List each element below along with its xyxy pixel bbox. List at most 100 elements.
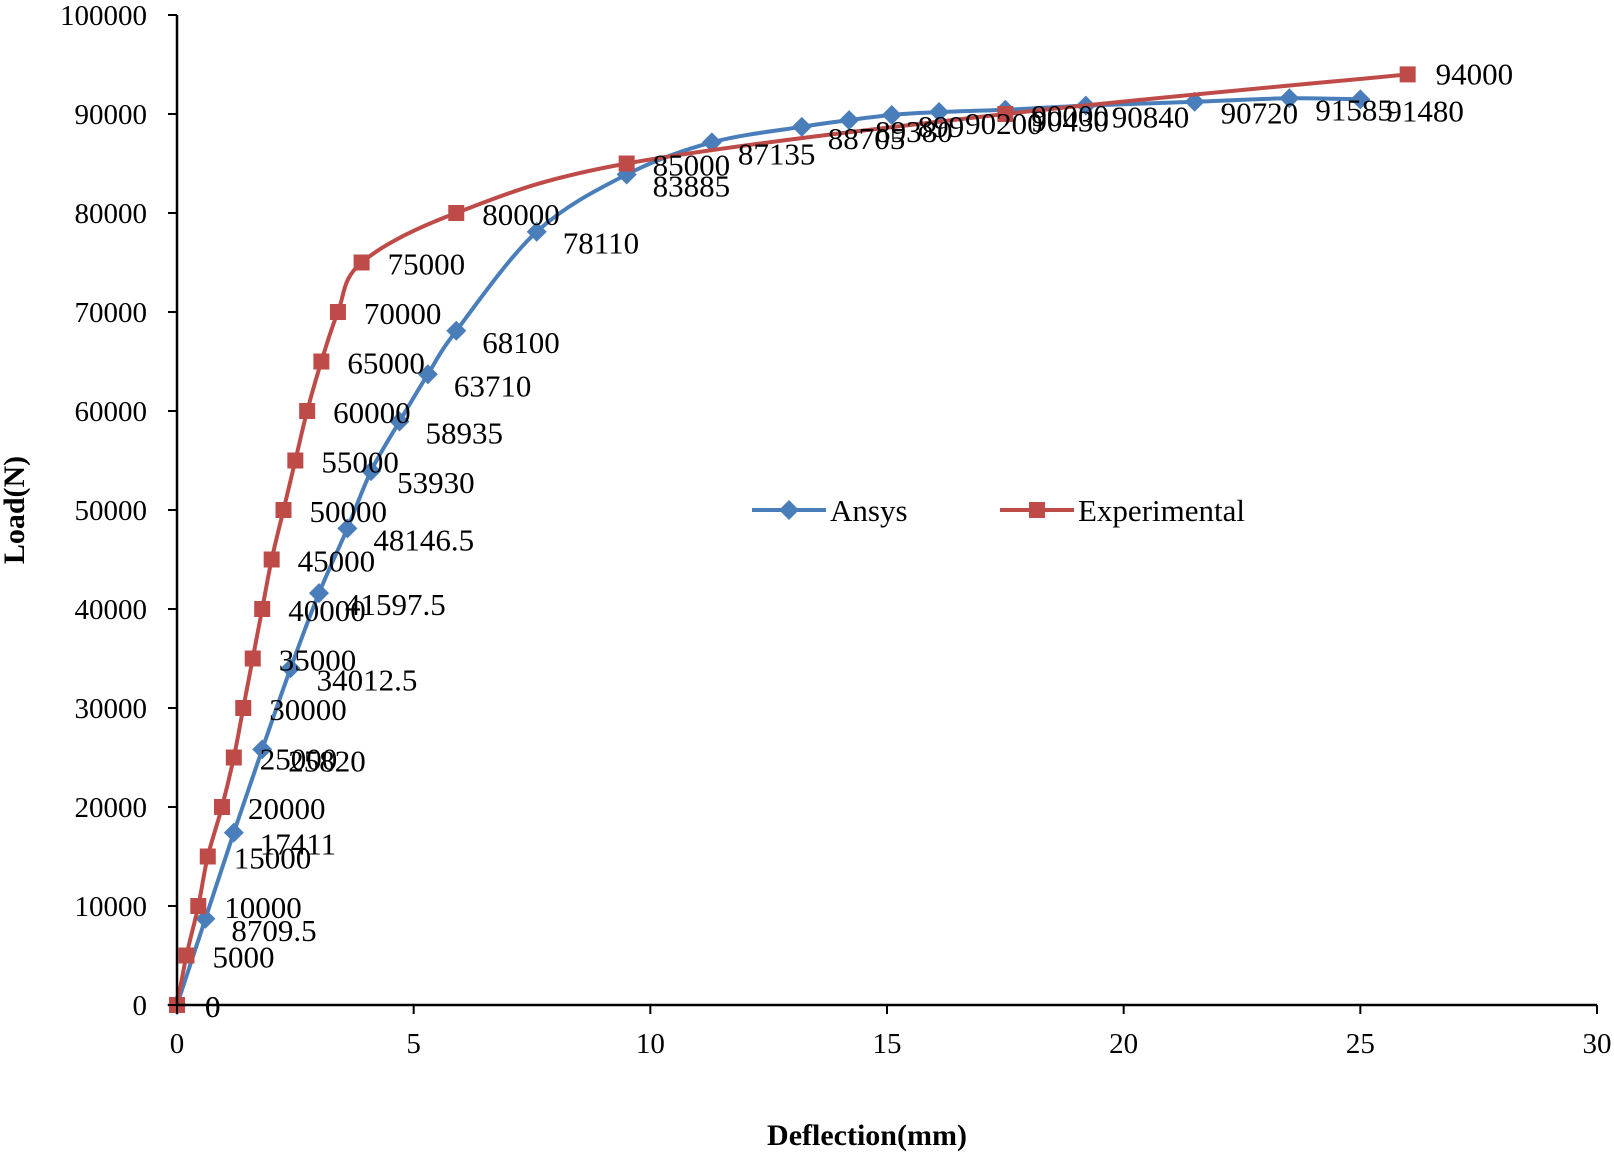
ansys-data-label: 90200 <box>965 106 1043 141</box>
ansys-data-label: 41597.5 <box>345 587 446 622</box>
ansys-data-point <box>839 110 860 131</box>
experimental-data-label: 10000 <box>224 890 301 925</box>
y-tick-label: 10000 <box>75 891 148 923</box>
ansys-data-label: 0 <box>205 989 221 1024</box>
y-tick-label: 90000 <box>75 99 148 131</box>
x-tick-label: 20 <box>1109 1028 1138 1060</box>
ansys-data-label: 83885 <box>653 169 731 204</box>
x-tick-label: 15 <box>873 1028 902 1060</box>
legend-experimental-label: Experimental <box>1078 493 1245 528</box>
ansys-data-point <box>223 822 244 843</box>
experimental-data-point <box>287 452 304 469</box>
ansys-data-point <box>1279 88 1300 109</box>
experimental-data-point <box>263 551 280 568</box>
ansys-data-point <box>252 739 273 760</box>
experimental-data-label: 85000 <box>653 148 731 183</box>
ansys-data-point <box>881 104 902 125</box>
experimental-data-label: 94000 <box>1436 56 1514 91</box>
y-tick-label: 50000 <box>75 495 148 527</box>
ansys-data-label: 63710 <box>454 368 532 403</box>
experimental-data-label: 5000 <box>212 940 274 975</box>
experimental-data-label: 65000 <box>347 346 425 381</box>
x-tick-label: 25 <box>1346 1028 1375 1060</box>
x-axis-title: Deflection(mm) <box>767 1119 967 1152</box>
ansys-data-label: 53930 <box>397 465 475 500</box>
ansys-data-label: 87135 <box>738 136 816 171</box>
experimental-data-point <box>199 848 216 865</box>
legend-ansys-label: Ansys <box>830 493 908 528</box>
experimental-data-label: 45000 <box>298 544 376 579</box>
ansys-data-label: 8709.5 <box>231 913 316 948</box>
ansys-data-point <box>446 320 467 341</box>
experimental-data-point <box>997 106 1014 122</box>
ansys-data-label: 90720 <box>1221 96 1299 131</box>
experimental-data-point <box>235 700 252 716</box>
legend-ansys-marker <box>779 500 799 520</box>
data-label-layer: 0 8709.5 17411 25820 34012.5 41597.5 48146.5 53… <box>205 56 1513 1024</box>
y-tick-label: 80000 <box>75 198 148 230</box>
ansys-data-label: 78110 <box>563 226 639 261</box>
experimental-data-label: 0 <box>205 989 221 1024</box>
ansys-data-label: 17411 <box>260 827 336 862</box>
experimental-data-label: 75000 <box>388 247 466 282</box>
experimental-data-label: 70000 <box>364 296 442 331</box>
experimental-data-point <box>618 155 635 172</box>
ansys-data-point <box>361 461 382 482</box>
ansys-data-point <box>280 658 301 679</box>
ansys-data-point <box>929 102 950 123</box>
experimental-data-label: 80000 <box>482 197 560 232</box>
experimental-data-label: 50000 <box>310 494 388 529</box>
experimental-data-label: 15000 <box>234 841 312 876</box>
experimental-data-label: 60000 <box>333 395 411 430</box>
ansys-data-point <box>1350 89 1371 110</box>
experimental-data-point <box>213 799 230 815</box>
y-tick-label: 30000 <box>75 693 148 725</box>
ansys-data-point <box>389 411 410 432</box>
experimental-data-point <box>329 304 346 320</box>
ansys-data-label: 899 <box>918 109 965 144</box>
x-tick-label: 5 <box>406 1028 421 1060</box>
ansys-data-label: 48146.5 <box>373 522 474 557</box>
experimental-data-label: 30000 <box>269 692 347 727</box>
ansys-data-label: 34012.5 <box>317 662 418 697</box>
ansys-data-label: 91480 <box>1386 93 1464 128</box>
experimental-data-point <box>225 749 242 766</box>
ansys-data-label: 90430 <box>1031 104 1109 139</box>
x-tick-label: 0 <box>170 1028 185 1060</box>
experimental-data-point <box>244 650 261 667</box>
y-tick-label: 100000 <box>60 0 147 32</box>
ansys-data-label: 68100 <box>482 325 560 360</box>
experimental-data-label: 35000 <box>279 643 357 678</box>
experimental-data-label: 40000 <box>288 593 366 628</box>
legend: Ansys Experimental <box>752 493 1245 528</box>
y-tick-label: 60000 <box>75 396 148 428</box>
y-tick-label: 40000 <box>75 594 148 626</box>
ansys-data-point <box>337 518 358 539</box>
experimental-data-point <box>1399 66 1416 83</box>
ansys-data-point <box>309 583 329 604</box>
ansys-data-label: 90840 <box>1112 100 1190 135</box>
ansys-data-label: 88705 <box>828 121 906 156</box>
tick-layer: 0100002000030000400005000060000700008000… <box>60 0 1612 1060</box>
experimental-data-point <box>190 898 207 914</box>
ansys-data-point <box>526 221 547 242</box>
ansys-data-label: 91585 <box>1315 92 1393 127</box>
x-tick-label: 30 <box>1583 1028 1612 1060</box>
x-tick-label: 10 <box>636 1028 665 1060</box>
y-tick-label: 70000 <box>75 297 148 329</box>
experimental-data-label: 55000 <box>321 445 399 480</box>
ansys-data-point <box>417 364 438 385</box>
experimental-data-label: 90000 <box>1031 98 1109 133</box>
experimental-series-line <box>175 72 1408 1006</box>
experimental-data-point <box>353 254 370 271</box>
y-tick-label: 20000 <box>75 792 148 824</box>
y-tick-label: 0 <box>133 990 148 1022</box>
y-axis-title: Load(N) <box>0 456 31 564</box>
experimental-data-point <box>275 502 292 518</box>
ansys-data-label: 89380 <box>875 114 953 149</box>
series-layer <box>167 66 1416 1015</box>
ansys-data-label: 58935 <box>425 416 503 451</box>
ansys-data-point <box>791 116 812 137</box>
